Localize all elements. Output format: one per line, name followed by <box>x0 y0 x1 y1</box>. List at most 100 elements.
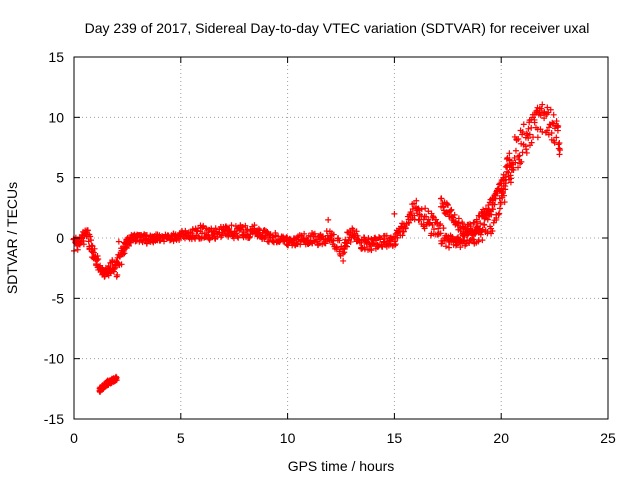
main-band-point <box>440 225 447 232</box>
main-band-point <box>206 236 213 243</box>
x-tick-label: 20 <box>493 430 509 446</box>
main-band-point <box>480 221 487 228</box>
main-band-point <box>512 159 519 166</box>
main-band-point <box>381 236 388 243</box>
y-tick-label: 5 <box>56 170 64 186</box>
main-band-point <box>518 158 525 165</box>
main-band-point <box>421 225 428 232</box>
main-band-point <box>544 127 551 134</box>
main-band-point <box>477 220 484 227</box>
upper-branch-point <box>444 201 451 208</box>
main-band-point <box>111 266 118 273</box>
main-band-point <box>371 240 378 247</box>
main-band-point <box>255 225 262 232</box>
x-tick-label: 15 <box>387 430 403 446</box>
main-band-point <box>242 222 249 229</box>
main-band-point <box>383 232 390 239</box>
outliers-point <box>340 257 347 264</box>
main-band-point <box>500 192 507 199</box>
main-band-point <box>501 199 508 206</box>
main-band-point <box>177 233 184 240</box>
upper-branch-point <box>451 211 458 218</box>
main-band-point <box>170 238 177 245</box>
main-band-point <box>88 237 95 244</box>
main-band-point <box>402 224 409 231</box>
main-band-point <box>228 222 235 229</box>
main-band-point <box>373 237 380 244</box>
main-band-point <box>495 211 502 218</box>
main-band-point <box>493 215 500 222</box>
main-band-point <box>74 246 81 253</box>
main-band-point <box>515 135 522 142</box>
upper-branch-point <box>438 195 445 202</box>
main-band-point <box>531 119 538 126</box>
main-band-point <box>399 232 406 239</box>
main-band-point <box>496 210 503 217</box>
main-band-point <box>176 236 183 243</box>
x-tick-label: 0 <box>70 430 78 446</box>
y-tick-label: -5 <box>52 290 65 306</box>
outliers-point <box>391 210 398 217</box>
main-band-point <box>141 231 148 238</box>
main-band-point <box>523 146 530 153</box>
main-band-point <box>392 241 399 248</box>
main-band-point <box>425 208 432 215</box>
main-band-point <box>519 129 526 136</box>
x-tick-label: 5 <box>177 430 185 446</box>
upper-branch-point <box>467 223 474 230</box>
main-band-point <box>87 233 94 240</box>
main-band-point <box>88 242 95 249</box>
main-band-point <box>525 125 532 132</box>
main-band-point <box>94 252 101 259</box>
main-band-point <box>101 273 108 280</box>
main-band-point <box>377 234 384 241</box>
y-tick-label: 15 <box>48 49 64 65</box>
main-band-point <box>525 135 532 142</box>
main-band-point <box>553 134 560 141</box>
main-band-point <box>556 151 563 158</box>
main-band-point <box>76 238 83 245</box>
main-band-point <box>344 240 351 247</box>
main-band-point <box>400 228 407 235</box>
main-band-point <box>95 256 102 263</box>
main-band-point <box>539 128 546 135</box>
data-points <box>70 101 564 395</box>
main-band-point <box>297 241 304 248</box>
upper-branch-point <box>497 180 504 187</box>
upper-branch-point <box>481 214 488 221</box>
main-band-point <box>426 220 433 227</box>
outliers-point <box>325 216 332 223</box>
main-band-point <box>457 244 464 251</box>
main-band-point <box>519 149 526 156</box>
main-band-point <box>512 147 519 154</box>
upper-branch-point <box>506 157 513 164</box>
y-tick-labels: -15 -10 -5 0 5 10 15 <box>44 49 64 427</box>
main-band-point <box>125 242 132 249</box>
main-band-point <box>200 222 207 229</box>
main-band-point <box>90 249 97 256</box>
main-band-point <box>553 118 560 125</box>
x-axis-label: GPS time / hours <box>288 458 395 474</box>
main-band-point <box>350 226 357 233</box>
y-tick-label: 10 <box>48 109 64 125</box>
main-band-point <box>415 205 422 212</box>
main-band-point <box>539 101 546 108</box>
main-band-point <box>534 134 541 141</box>
upper-branch-point <box>507 172 514 179</box>
main-band-point <box>484 216 491 223</box>
main-band-point <box>496 205 503 212</box>
upper-branch-point <box>447 207 454 214</box>
upper-branch-point <box>498 185 505 192</box>
x-tick-label: 10 <box>280 430 296 446</box>
main-band-point <box>372 234 379 241</box>
main-band-point <box>547 106 554 113</box>
main-band-point <box>477 231 484 238</box>
main-band-point <box>506 150 513 157</box>
outliers-point <box>534 104 541 111</box>
main-band-point <box>487 223 494 230</box>
y-tick-label: -10 <box>44 351 64 367</box>
main-band-point <box>413 197 420 204</box>
main-band-point <box>422 205 429 212</box>
main-band-point <box>442 243 449 250</box>
main-band-point <box>84 227 91 234</box>
